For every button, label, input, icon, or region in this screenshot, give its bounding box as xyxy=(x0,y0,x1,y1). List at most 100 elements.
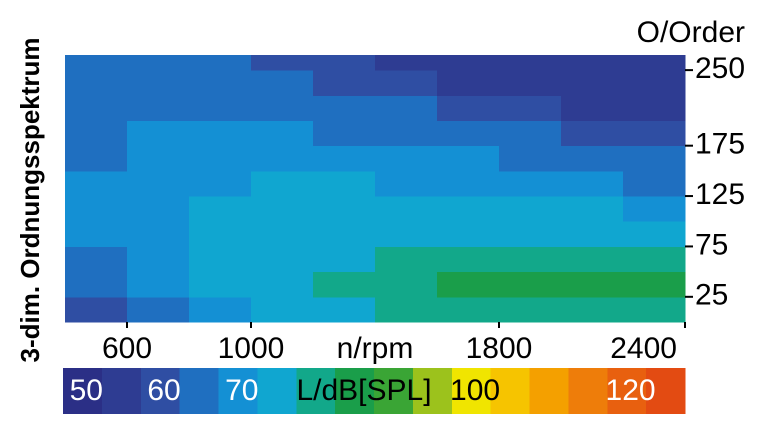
heatmap-cell xyxy=(437,196,500,222)
heatmap-cell xyxy=(189,70,252,96)
heatmap-cell xyxy=(189,271,252,298)
heatmap-cell xyxy=(65,221,128,247)
heatmap-cell xyxy=(189,145,252,172)
heatmap-cell xyxy=(623,145,686,172)
colorbar-swatch xyxy=(374,368,414,414)
colorbar-swatch xyxy=(529,368,569,414)
heatmap-cell xyxy=(499,246,562,273)
y-tick-label: 250 xyxy=(695,52,745,85)
heatmap-cell xyxy=(623,55,686,71)
heatmap-cell xyxy=(127,95,190,121)
heatmap-cell xyxy=(499,271,562,298)
heatmap-cell xyxy=(561,221,624,247)
heatmap-cell xyxy=(437,145,500,172)
heatmap-cell xyxy=(375,246,438,273)
heatmap-cell xyxy=(313,296,376,323)
colorbar-tick-label: 60 xyxy=(147,374,180,407)
colorbar-swatch xyxy=(296,368,336,414)
heatmap-cell xyxy=(623,70,686,96)
heatmap-cell xyxy=(127,271,190,298)
heatmap-cell xyxy=(189,120,252,147)
heatmap-cell xyxy=(499,95,562,121)
y-tick-label: 75 xyxy=(695,228,728,261)
x-tick-label: 1000 xyxy=(218,332,285,365)
heatmap-cell xyxy=(127,221,190,247)
heatmap-cell xyxy=(375,70,438,96)
x-axis-label: n/rpm xyxy=(337,332,414,365)
heatmap-cell xyxy=(623,170,686,197)
colorbar-swatch xyxy=(140,368,181,414)
heatmap-cell xyxy=(499,70,562,96)
colorbar-swatch xyxy=(179,368,219,414)
heatmap-cell xyxy=(313,246,376,273)
heatmap-cell xyxy=(499,120,562,147)
colorbar-swatch xyxy=(335,368,375,414)
heatmap-cell xyxy=(437,246,500,273)
heatmap-cell xyxy=(375,271,438,298)
heatmap-cell xyxy=(127,145,190,172)
colorbar-swatch xyxy=(646,368,686,414)
colorbar-swatch xyxy=(63,368,103,414)
heatmap-cell xyxy=(623,296,686,323)
x-tick-label: 600 xyxy=(102,332,152,365)
heatmap-cell xyxy=(127,55,190,71)
heatmap-cell xyxy=(561,120,624,147)
heatmap-cell xyxy=(313,120,376,147)
heatmap-cell xyxy=(127,246,190,273)
heatmap-cell xyxy=(189,221,252,247)
heatmap-cell xyxy=(375,145,438,172)
heatmap-cell xyxy=(561,95,624,121)
heatmap-cell xyxy=(499,170,562,197)
heatmap-cell xyxy=(375,170,438,197)
heatmap-cell xyxy=(437,70,500,96)
heatmap-cell xyxy=(251,271,314,298)
chart-title: 3-dim. Ordnungsspektrum xyxy=(15,37,45,362)
heatmap-cell xyxy=(65,95,128,121)
heatmap-cell xyxy=(251,70,314,96)
heatmap-cell xyxy=(561,271,624,298)
colorbar-swatch xyxy=(257,368,297,414)
heatmap-cell xyxy=(313,145,376,172)
heatmap-cell xyxy=(65,120,128,147)
heatmap-cell xyxy=(561,196,624,222)
heatmap-cell xyxy=(437,296,500,323)
heatmap-cell xyxy=(499,296,562,323)
colorbar-label: L/dB[SPL] xyxy=(296,374,431,407)
heatmap-cell xyxy=(189,170,252,197)
heatmap-cell xyxy=(499,145,562,172)
heatmap-cell xyxy=(65,271,128,298)
heatmap-cell xyxy=(313,271,376,298)
heatmap-cell xyxy=(561,70,624,96)
heatmap-cell xyxy=(251,95,314,121)
heatmap-cell xyxy=(561,145,624,172)
heatmap-cell xyxy=(499,196,562,222)
colorbar-tick-label: 50 xyxy=(70,374,103,407)
heatmap-cell xyxy=(623,221,686,247)
heatmap-cell xyxy=(189,55,252,71)
heatmap-cell xyxy=(251,55,314,71)
heatmap-cell xyxy=(375,196,438,222)
heatmap-cell xyxy=(313,55,376,71)
heatmap-cell xyxy=(313,221,376,247)
heatmap-cell xyxy=(127,70,190,96)
heatmap-cell xyxy=(251,296,314,323)
colorbar-tick-label: 70 xyxy=(225,374,258,407)
heatmap-cell xyxy=(189,95,252,121)
heatmap-cell xyxy=(561,296,624,323)
heatmap-cell xyxy=(375,120,438,147)
colorbar-swatch xyxy=(101,368,142,414)
heatmap-cell xyxy=(251,196,314,222)
y-axis-label: O/Order xyxy=(637,16,745,49)
heatmap-cell xyxy=(127,170,190,197)
heatmap-cell xyxy=(561,170,624,197)
y-tick-label: 125 xyxy=(695,178,745,211)
x-tick-label: 2400 xyxy=(610,332,677,365)
heatmap-cell xyxy=(189,246,252,273)
heatmap-cell xyxy=(251,221,314,247)
colorbar-tick-label: 100 xyxy=(450,374,500,407)
heatmap-cell xyxy=(251,170,314,197)
heatmap-cell xyxy=(65,55,128,71)
heatmap-cell xyxy=(375,296,438,323)
x-tick-label: 1800 xyxy=(466,332,533,365)
